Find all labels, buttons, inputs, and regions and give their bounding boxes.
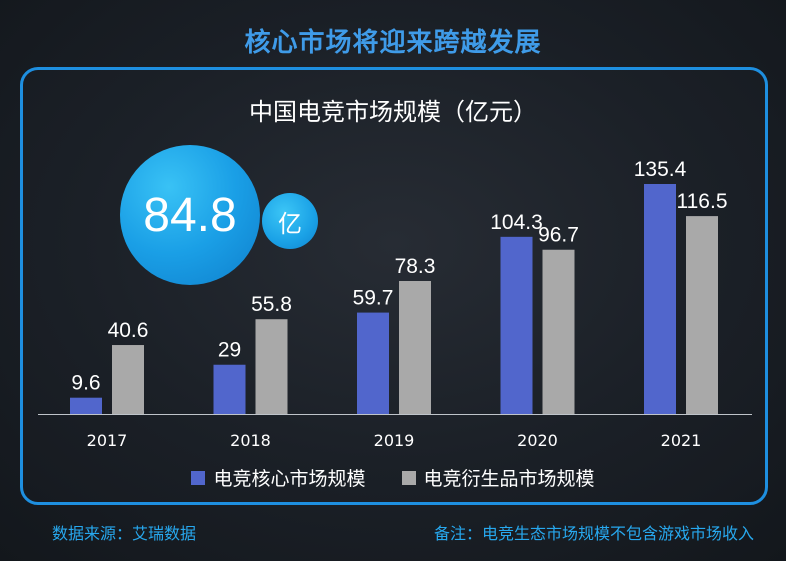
source-note: 数据来源：艾瑞数据: [52, 524, 197, 543]
headline: 核心市场将迎来跨越发展: [244, 28, 542, 58]
bar-derivative-2020: [542, 249, 575, 414]
chart-legend: 电竞核心市场规模 电竞衍生品市场规模: [0, 464, 786, 491]
remark-note: 备注：电竞生态市场规模不包含游戏市场收入: [433, 524, 754, 543]
x-tick-label-2017: 2017: [87, 431, 128, 450]
data-label-core-2019: 59.7: [353, 287, 394, 310]
chart-frame: [20, 67, 768, 505]
x-tick-label-2020: 2020: [517, 431, 558, 450]
data-label-core-2020: 104.3: [490, 211, 543, 234]
bar-core-2017: [70, 397, 102, 414]
data-label-derivative-2017: 40.6: [108, 319, 149, 342]
data-label-core-2017: 9.6: [71, 372, 100, 395]
bar-core-2021: [644, 184, 676, 414]
bar-derivative-2017: [112, 345, 144, 414]
legend-item-core: 电竞核心市场规模: [191, 464, 366, 491]
data-label-derivative-2020: 96.7: [538, 224, 579, 247]
legend-swatch-core: [191, 470, 206, 485]
data-label-derivative-2019: 78.3: [395, 255, 436, 278]
legend-item-derivative: 电竞衍生品市场规模: [401, 464, 595, 491]
legend-label-core: 电竞核心市场规模: [213, 468, 366, 490]
legend-swatch-derivative: [401, 470, 416, 485]
bar-derivative-2018: [255, 319, 288, 414]
bar-derivative-2019: [399, 280, 431, 414]
highlight-value: 84.8: [143, 188, 237, 242]
legend-label-derivative: 电竞衍生品市场规模: [423, 468, 595, 490]
bar-derivative-2021: [686, 216, 718, 414]
highlight-unit-bubble: 亿: [262, 193, 318, 249]
chart-title: 中国电竞市场规模（亿元）: [249, 98, 537, 126]
bar-core-2020: [500, 236, 533, 414]
data-label-core-2018: 29: [218, 339, 241, 362]
highlight-value-bubble: 84.8: [120, 145, 260, 285]
highlight-unit: 亿: [278, 209, 302, 238]
x-tick-label-2021: 2021: [661, 431, 702, 450]
x-tick-label-2019: 2019: [374, 431, 415, 450]
data-label-derivative-2018: 55.8: [251, 293, 292, 316]
data-label-derivative-2021: 116.5: [677, 190, 728, 213]
x-tick-label-2018: 2018: [230, 431, 271, 450]
bar-core-2018: [213, 364, 246, 414]
data-label-core-2021: 135.4: [634, 158, 687, 181]
bar-core-2019: [357, 312, 389, 414]
